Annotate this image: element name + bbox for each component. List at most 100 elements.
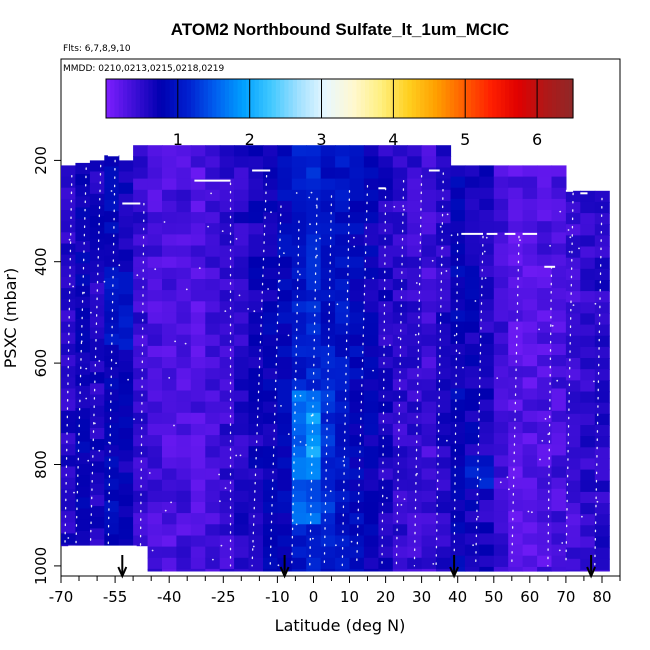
colorbar-swatch	[483, 79, 489, 118]
heatmap-cell	[219, 223, 235, 235]
heatmap-cell	[234, 223, 250, 235]
heatmap-cell	[248, 334, 264, 347]
heatmap-cell	[594, 257, 610, 270]
heatmap-cell	[320, 267, 336, 280]
heatmap-cell	[537, 555, 553, 568]
colorbar-swatch	[449, 79, 455, 118]
colorbar-swatch	[241, 79, 247, 118]
heatmap-cell	[190, 513, 206, 525]
colorbar-swatch	[517, 79, 523, 118]
colorbar-swatch	[420, 79, 426, 118]
heatmap-cell	[363, 145, 379, 157]
heatmap-cell	[219, 401, 235, 414]
heatmap-cell	[205, 423, 221, 436]
heatmap-cell	[104, 378, 120, 391]
heatmap-cell	[248, 234, 264, 247]
heatmap-cell	[133, 334, 149, 347]
heatmap-cell	[378, 524, 394, 537]
heatmap-cell	[594, 413, 610, 426]
heatmap-cell	[464, 477, 480, 490]
sample-point	[458, 352, 461, 354]
heatmap-cell	[335, 167, 351, 180]
heatmap-cell	[349, 357, 365, 369]
heatmap-cell	[89, 238, 105, 251]
heatmap-cell	[537, 488, 553, 501]
heatmap-cell	[537, 321, 553, 334]
colorbar-swatch	[199, 79, 205, 118]
heatmap-cell	[565, 335, 581, 348]
colorbar-swatch	[352, 79, 358, 118]
sample-point	[277, 564, 280, 567]
heatmap-cell	[306, 390, 322, 403]
heatmap-cell	[551, 566, 567, 572]
heatmap-cell	[147, 267, 163, 280]
heatmap-cell	[522, 321, 538, 334]
heatmap-cell	[594, 302, 610, 315]
heatmap-cell	[104, 411, 120, 424]
heatmap-cell	[118, 494, 134, 507]
heatmap-cell	[493, 221, 509, 233]
heatmap-cell	[335, 178, 351, 191]
heatmap-cell	[219, 279, 235, 291]
heatmap-cell	[234, 301, 250, 314]
colorbar-swatch	[139, 79, 145, 118]
heatmap-cell	[104, 322, 120, 335]
heatmap-cell	[291, 234, 307, 247]
heatmap-cell	[392, 524, 408, 537]
heatmap-cell	[450, 277, 466, 289]
heatmap-cell	[335, 479, 351, 492]
heatmap-cell	[479, 522, 495, 535]
heatmap-cell	[508, 265, 524, 278]
heatmap-cell	[392, 267, 408, 280]
heatmap-cell	[234, 401, 250, 414]
heatmap-cell	[537, 399, 553, 412]
heatmap-cell	[363, 513, 379, 525]
heatmap-cell	[392, 390, 408, 403]
heatmap-cell	[450, 187, 466, 200]
sample-point	[393, 205, 396, 208]
heatmap-cell	[594, 391, 610, 404]
sample-point	[98, 449, 101, 452]
heatmap-cell	[551, 477, 567, 490]
heatmap-cell	[479, 444, 495, 456]
heatmap-cell	[551, 198, 567, 211]
heatmap-cell	[594, 469, 610, 482]
heatmap-cell	[263, 390, 278, 403]
colorbar-swatch	[437, 79, 442, 118]
heatmap-cell	[89, 506, 105, 518]
heatmap-cell	[291, 435, 307, 447]
sample-point	[102, 560, 105, 563]
heatmap-cell	[349, 323, 365, 336]
heatmap-cell	[133, 468, 149, 481]
heatmap-cell	[248, 435, 264, 447]
heatmap-cell	[479, 500, 495, 512]
heatmap-cell	[392, 379, 408, 392]
heatmap-cell	[450, 410, 466, 423]
heatmap-cell	[277, 200, 293, 213]
heatmap-cell	[450, 466, 466, 479]
heatmap-cell	[493, 421, 509, 434]
heatmap-cell	[234, 312, 250, 325]
sample-point	[173, 424, 175, 427]
heatmap-cell	[104, 456, 120, 469]
heatmap-cell	[378, 189, 394, 202]
heatmap-cell	[335, 267, 351, 280]
heatmap-cell	[306, 178, 322, 191]
flight-track	[309, 197, 318, 567]
heatmap-cell	[335, 301, 351, 314]
heatmap-cell	[277, 412, 293, 425]
heatmap-cell	[133, 267, 149, 280]
heatmap-cell	[104, 222, 120, 234]
sample-point	[549, 244, 551, 247]
heatmap-cell	[363, 234, 379, 247]
sample-point	[397, 336, 400, 339]
heatmap-cell	[565, 313, 581, 326]
sample-point	[508, 488, 510, 491]
heatmap-cell	[263, 524, 278, 537]
heatmap-cell	[335, 368, 351, 380]
heatmap-cell	[464, 265, 480, 278]
heatmap-cell	[234, 379, 250, 392]
heatmap-cell	[479, 488, 495, 501]
heatmap-cell	[508, 566, 524, 572]
colorbar-swatch	[496, 79, 502, 118]
